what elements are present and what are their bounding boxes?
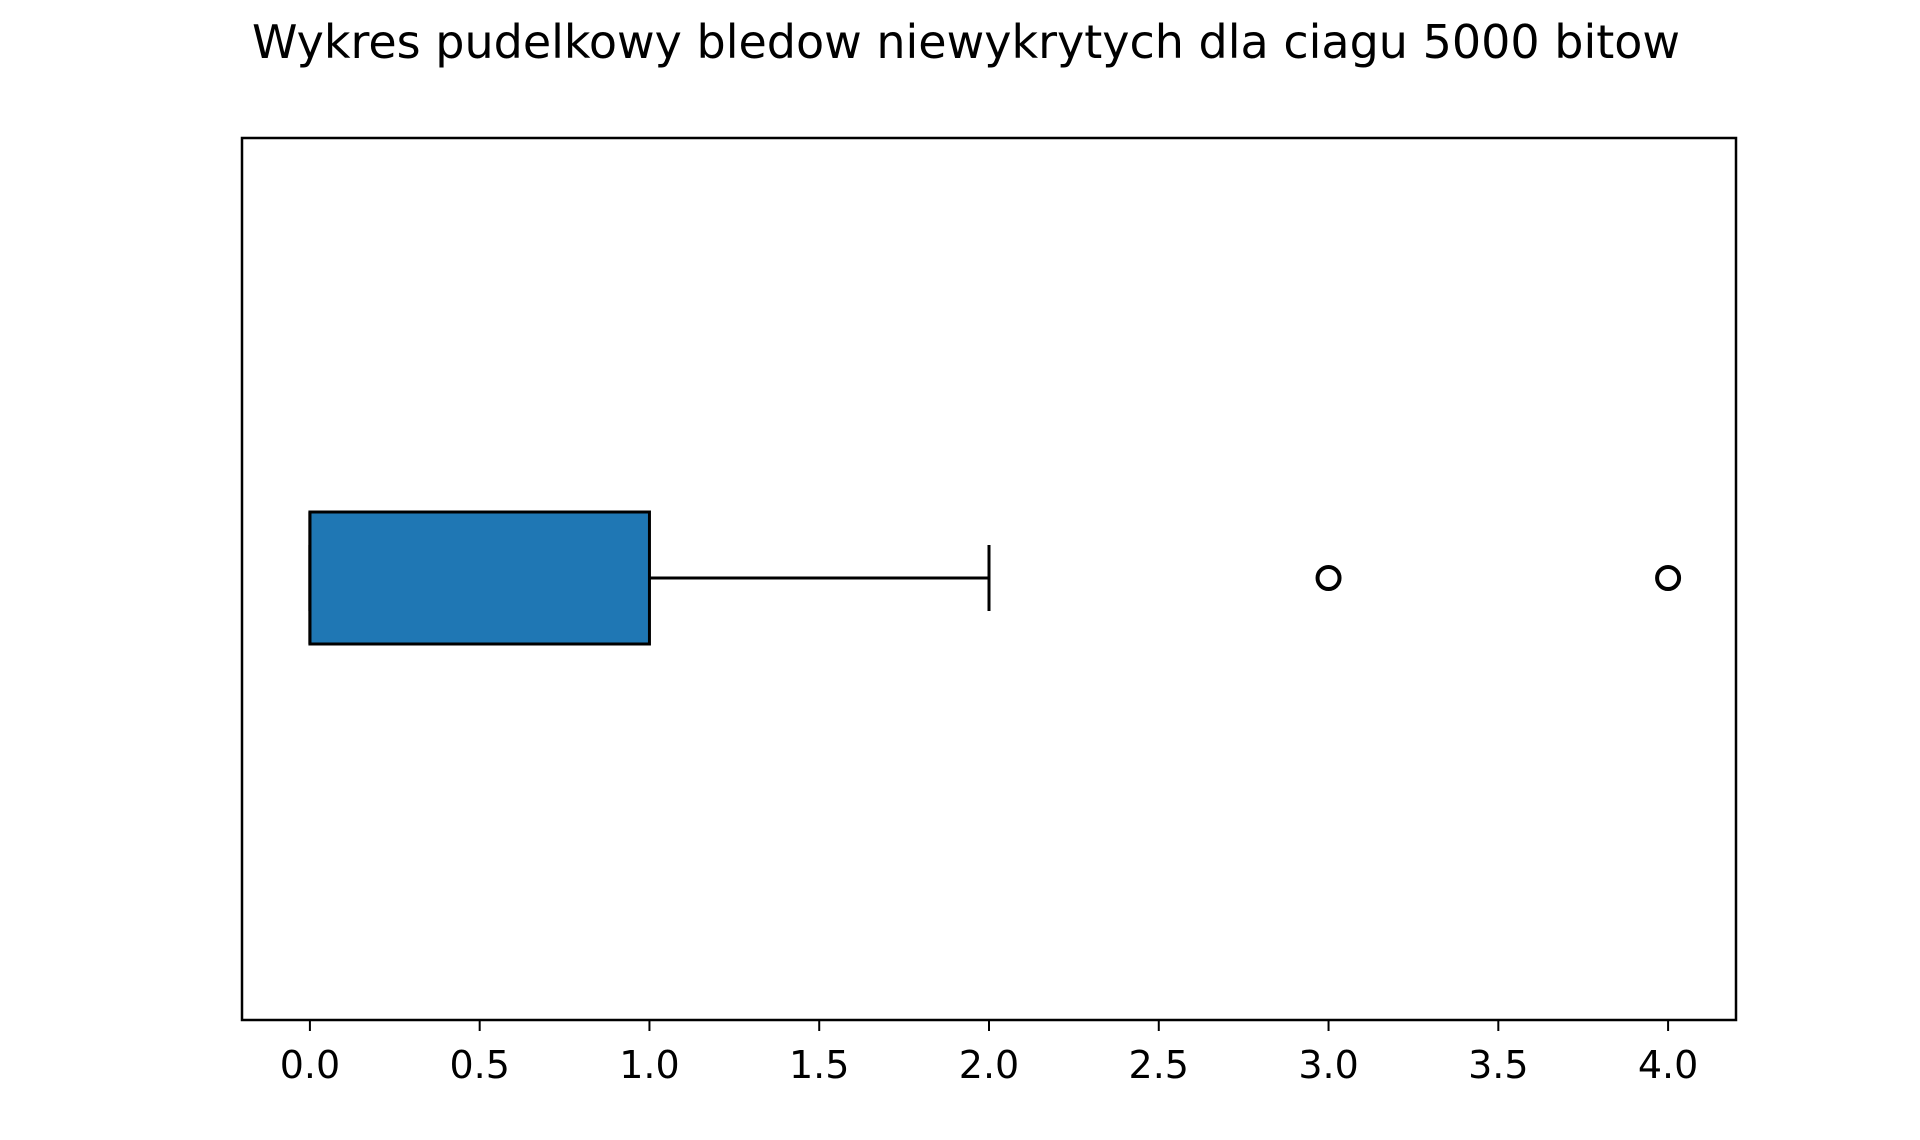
x-tick-label: 2.0	[959, 1043, 1019, 1087]
x-tick-label: 4.0	[1638, 1043, 1698, 1087]
iqr-box	[308, 510, 651, 646]
x-tick-label: 1.5	[789, 1043, 849, 1087]
x-tick-label: 3.0	[1298, 1043, 1358, 1087]
x-axis-ticks: 0.0 0.5 1.0 1.5 2.0 2.5 3.0 3.5 4.0	[280, 1020, 1698, 1087]
x-tick-label: 0.0	[280, 1043, 340, 1087]
boxplot-marks	[308, 510, 1682, 646]
x-tick-label: 1.0	[619, 1043, 679, 1087]
chart-title: Wykres pudelkowy bledow niewykrytych dla…	[252, 15, 1680, 69]
x-tick-label: 0.5	[449, 1043, 509, 1087]
outlier-point	[1655, 565, 1682, 591]
outlier-point	[1315, 565, 1342, 591]
x-tick-label: 3.5	[1468, 1043, 1528, 1087]
x-tick-label: 2.5	[1129, 1043, 1189, 1087]
